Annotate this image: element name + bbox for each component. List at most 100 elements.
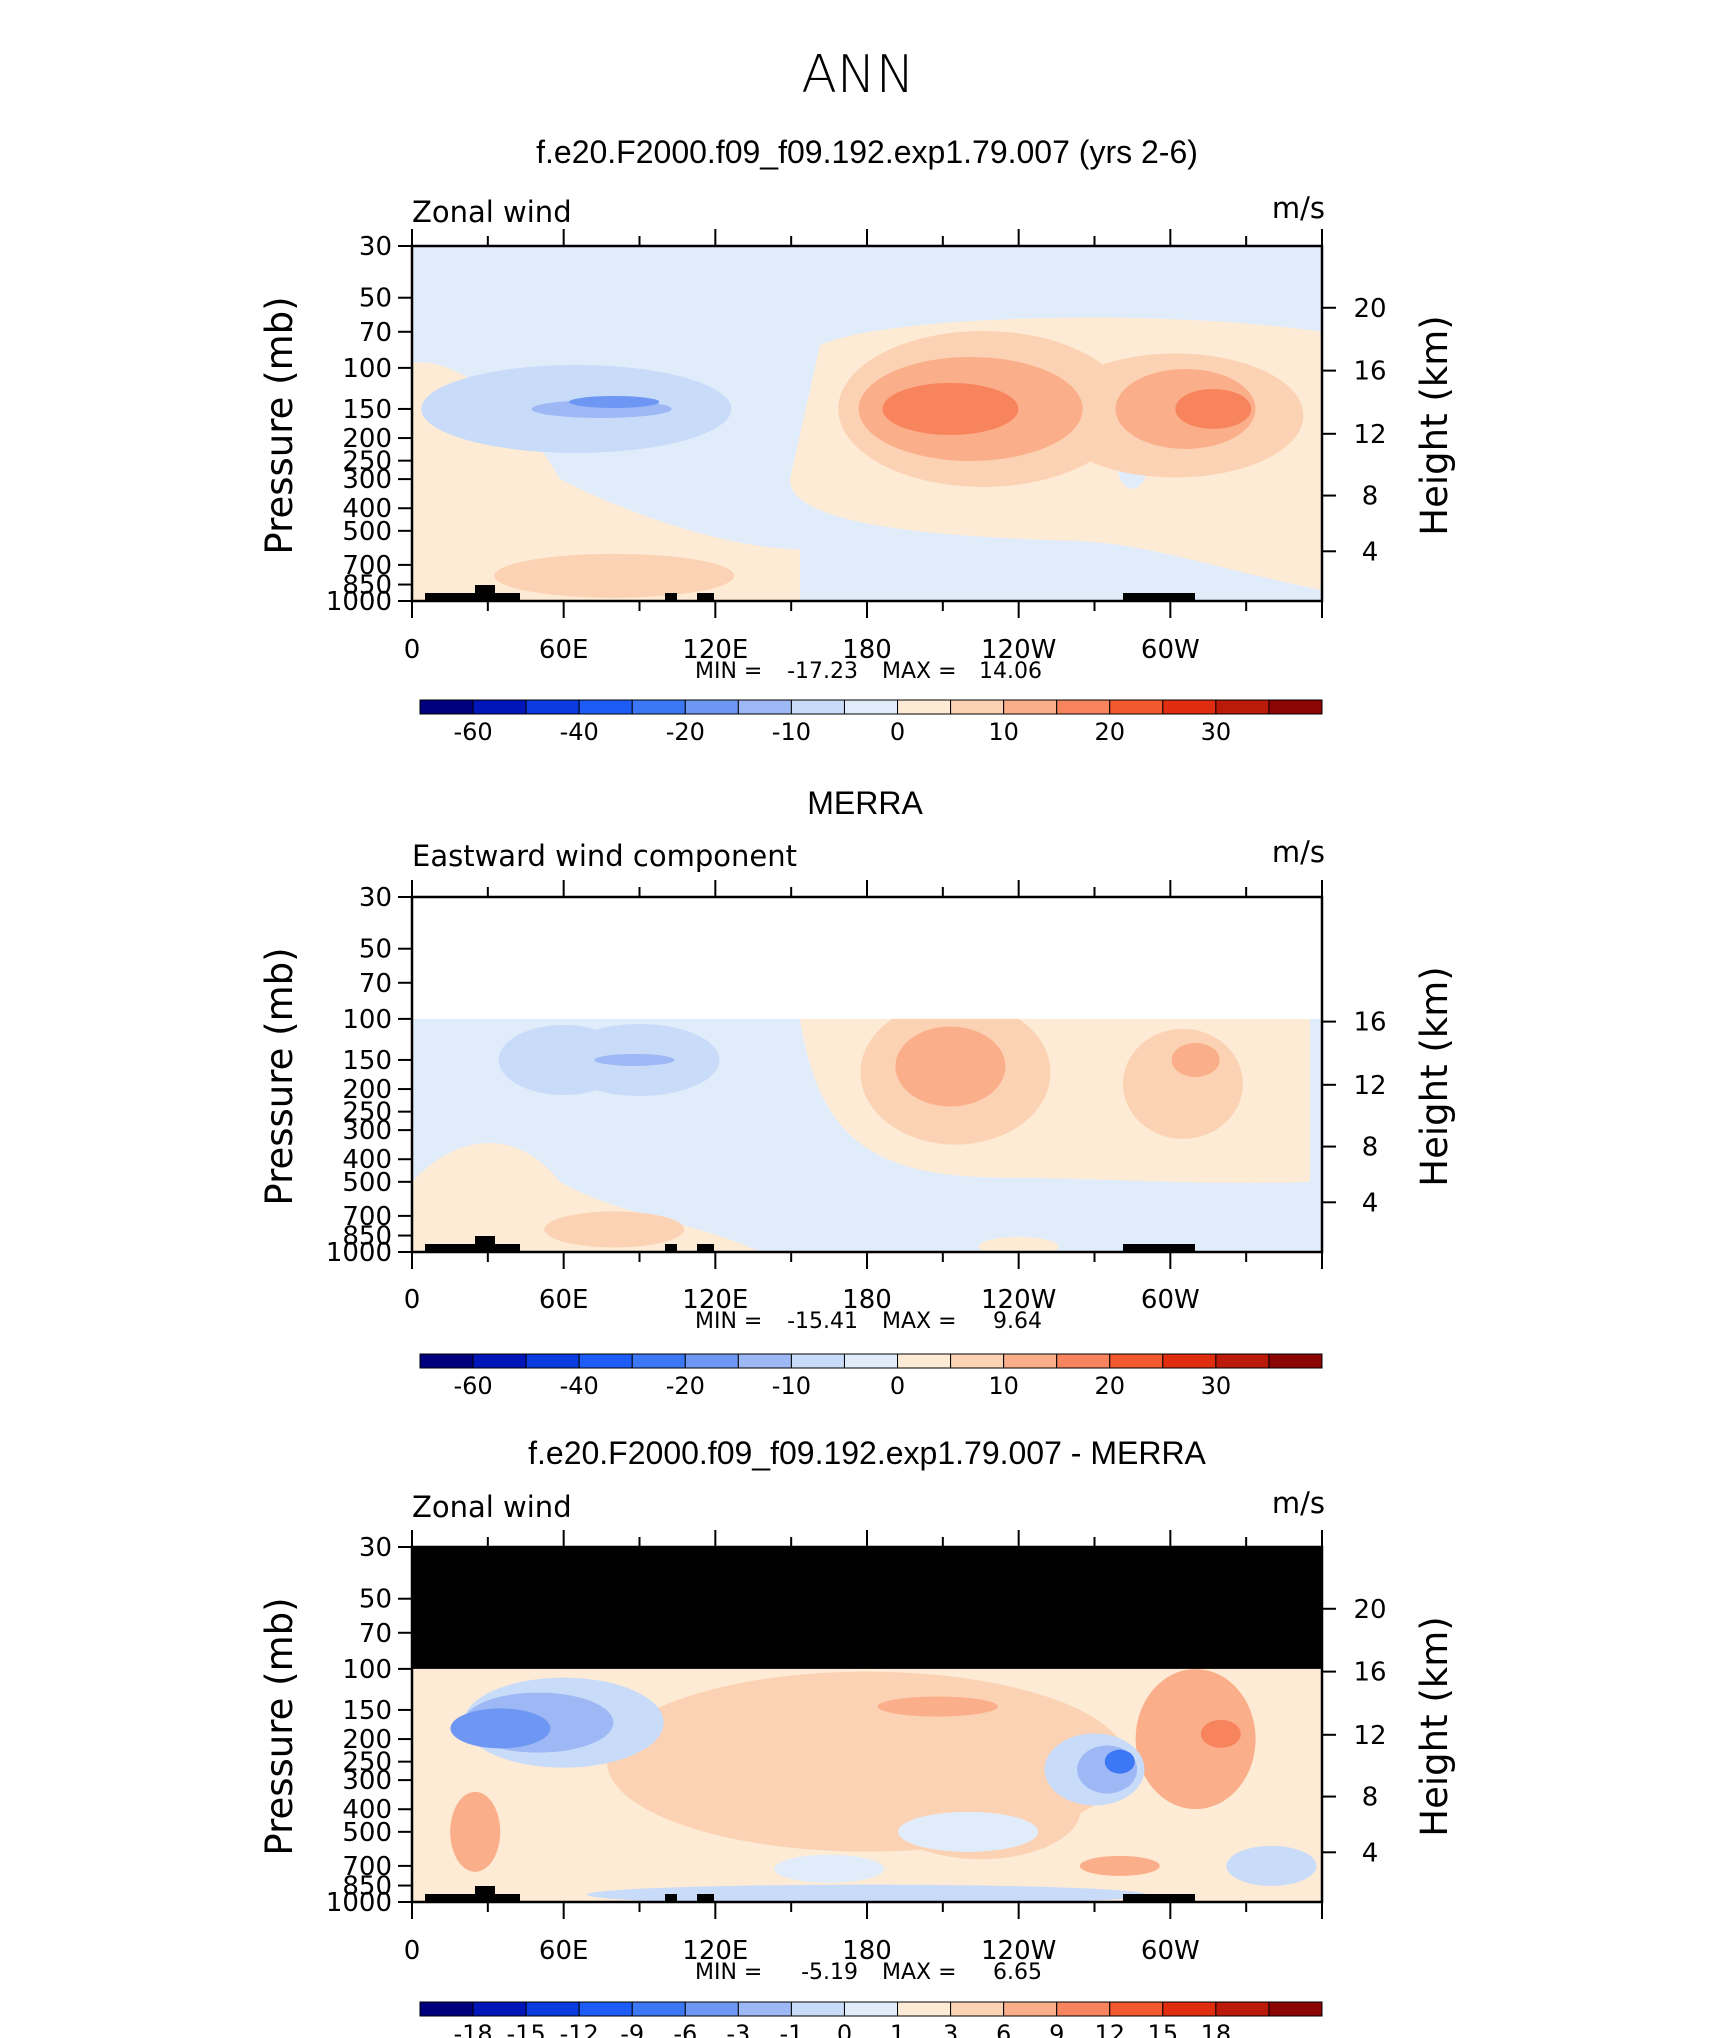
topography-mask	[475, 585, 495, 601]
colorbar-label: -12	[560, 2020, 599, 2038]
y-tick-label: 100	[342, 1005, 392, 1035]
y-tick-label: 500	[342, 517, 392, 547]
colorbar-label: -3	[726, 2020, 750, 2038]
colorbar-swatch	[472, 699, 527, 715]
colorbar-swatch	[950, 2001, 1005, 2017]
colorbar-swatch	[1056, 1353, 1111, 1369]
height-tick-label: 4	[1362, 1188, 1379, 1218]
x-tick-label: 120E	[682, 1285, 748, 1315]
contour-region	[544, 1211, 685, 1248]
contour-region	[877, 1696, 998, 1717]
contour-region	[1135, 1669, 1256, 1810]
contour-region	[898, 1811, 1039, 1852]
y-tick-label: 300	[342, 1766, 392, 1796]
contour-region	[1104, 1749, 1135, 1774]
colorbar-label: 20	[1094, 1372, 1125, 1400]
x-tick-label: 60W	[1141, 1285, 1200, 1315]
topography-mask	[697, 593, 714, 601]
x-tick-label: 60W	[1141, 1936, 1200, 1966]
y-tick-label: 700	[342, 1852, 392, 1882]
colorbar-label: -10	[772, 1372, 811, 1400]
colorbar-swatch	[1215, 699, 1270, 715]
y-tick-label: 400	[342, 1145, 392, 1175]
y-tick-label: 50	[359, 284, 392, 314]
colorbar-swatch	[1109, 2001, 1164, 2017]
x-tick-label: 120W	[981, 635, 1056, 665]
colorbar-label: 20	[1094, 718, 1125, 746]
colorbar-label: 15	[1148, 2020, 1179, 2038]
x-tick-label: 180	[842, 1936, 892, 1966]
contour-region	[1171, 1042, 1220, 1077]
y-tick-label: 150	[342, 1696, 392, 1726]
x-tick-label: 60W	[1141, 635, 1200, 665]
topography-mask	[665, 1244, 677, 1252]
y-axis-label: Pressure (mb)	[258, 947, 301, 1205]
colorbar-swatch	[1268, 2001, 1323, 2017]
height-tick-label: 8	[1362, 1133, 1379, 1163]
colorbar-swatch	[631, 1353, 686, 1369]
y-tick-label: 100	[342, 354, 392, 384]
colorbar-swatch	[1215, 1353, 1270, 1369]
contour-region	[774, 1854, 885, 1883]
y-tick-label: 250	[342, 1098, 392, 1128]
colorbar-swatch	[684, 1353, 739, 1369]
colorbar-label: 10	[988, 718, 1019, 746]
x-tick-label: 60E	[539, 635, 589, 665]
contour-region	[882, 382, 1019, 435]
min-value: -5.19	[801, 1960, 858, 1985]
colorbar-label: -60	[453, 718, 492, 746]
colorbar-label: 0	[890, 1372, 905, 1400]
variable-label: Eastward wind component	[412, 839, 797, 873]
colorbar-label: 0	[837, 2020, 852, 2038]
colorbar-label: 0	[890, 718, 905, 746]
y-tick-label: 50	[359, 1585, 392, 1615]
topography-mask	[425, 593, 475, 601]
topography-mask	[495, 1244, 520, 1252]
colorbar-swatch	[950, 1353, 1005, 1369]
y-tick-label: 1000	[326, 1238, 392, 1268]
panel-title: f.e20.F2000.f09_f09.192.exp1.79.007 (yrs…	[536, 134, 1198, 170]
colorbar-swatch	[790, 2001, 845, 2017]
x-tick-label: 0	[404, 1936, 421, 1966]
x-tick-label: 60E	[539, 1936, 589, 1966]
y-tick-label: 850	[342, 1872, 392, 1902]
colorbar-swatch	[897, 2001, 952, 2017]
colorbar-label: 3	[943, 2020, 958, 2038]
colorbar-label: -10	[772, 718, 811, 746]
max-label: MAX =	[882, 659, 957, 684]
height-axis-label: Height (km)	[1413, 315, 1456, 535]
colorbar-swatch	[419, 1353, 474, 1369]
x-tick-label: 180	[842, 1285, 892, 1315]
colorbar-label: 6	[996, 2020, 1011, 2038]
min-label: MIN =	[695, 1309, 762, 1334]
colorbar-swatch	[737, 1353, 792, 1369]
contour-region	[895, 1026, 1006, 1107]
x-tick-label: 120E	[682, 1936, 748, 1966]
y-tick-label: 70	[359, 969, 392, 999]
height-tick-label: 8	[1362, 1783, 1379, 1813]
y-tick-label: 1000	[326, 1888, 392, 1918]
panel-title: MERRA	[807, 785, 923, 821]
x-tick-label: 0	[404, 1285, 421, 1315]
contour-region	[1175, 388, 1252, 429]
panel-3: f.e20.F2000.f09_f09.192.exp1.79.007 - ME…	[258, 1435, 1456, 2038]
y-tick-label: 850	[342, 1222, 392, 1252]
contour-region	[594, 1053, 675, 1066]
y-tick-label: 200	[342, 424, 392, 454]
topography-mask	[425, 1894, 475, 1902]
colorbar: -60 -40 -20 -10 0 10 20 30	[419, 1353, 1323, 1400]
missing-data-region	[412, 1547, 1322, 1669]
colorbar-swatch	[684, 2001, 739, 2017]
y-tick-label: 250	[342, 1748, 392, 1778]
colorbar-swatch	[684, 699, 739, 715]
colorbar-swatch	[525, 699, 580, 715]
plot-area	[412, 246, 1322, 601]
colorbar-swatch	[737, 2001, 792, 2017]
colorbar-swatch	[737, 699, 792, 715]
contour-region	[1226, 1845, 1317, 1886]
height-tick-label: 12	[1353, 1721, 1386, 1751]
y-tick-label: 150	[342, 1046, 392, 1076]
panel-2: MERRA Eastward wind component m/s Pressure …	[258, 785, 1456, 1400]
height-tick-label: 16	[1353, 1658, 1386, 1688]
